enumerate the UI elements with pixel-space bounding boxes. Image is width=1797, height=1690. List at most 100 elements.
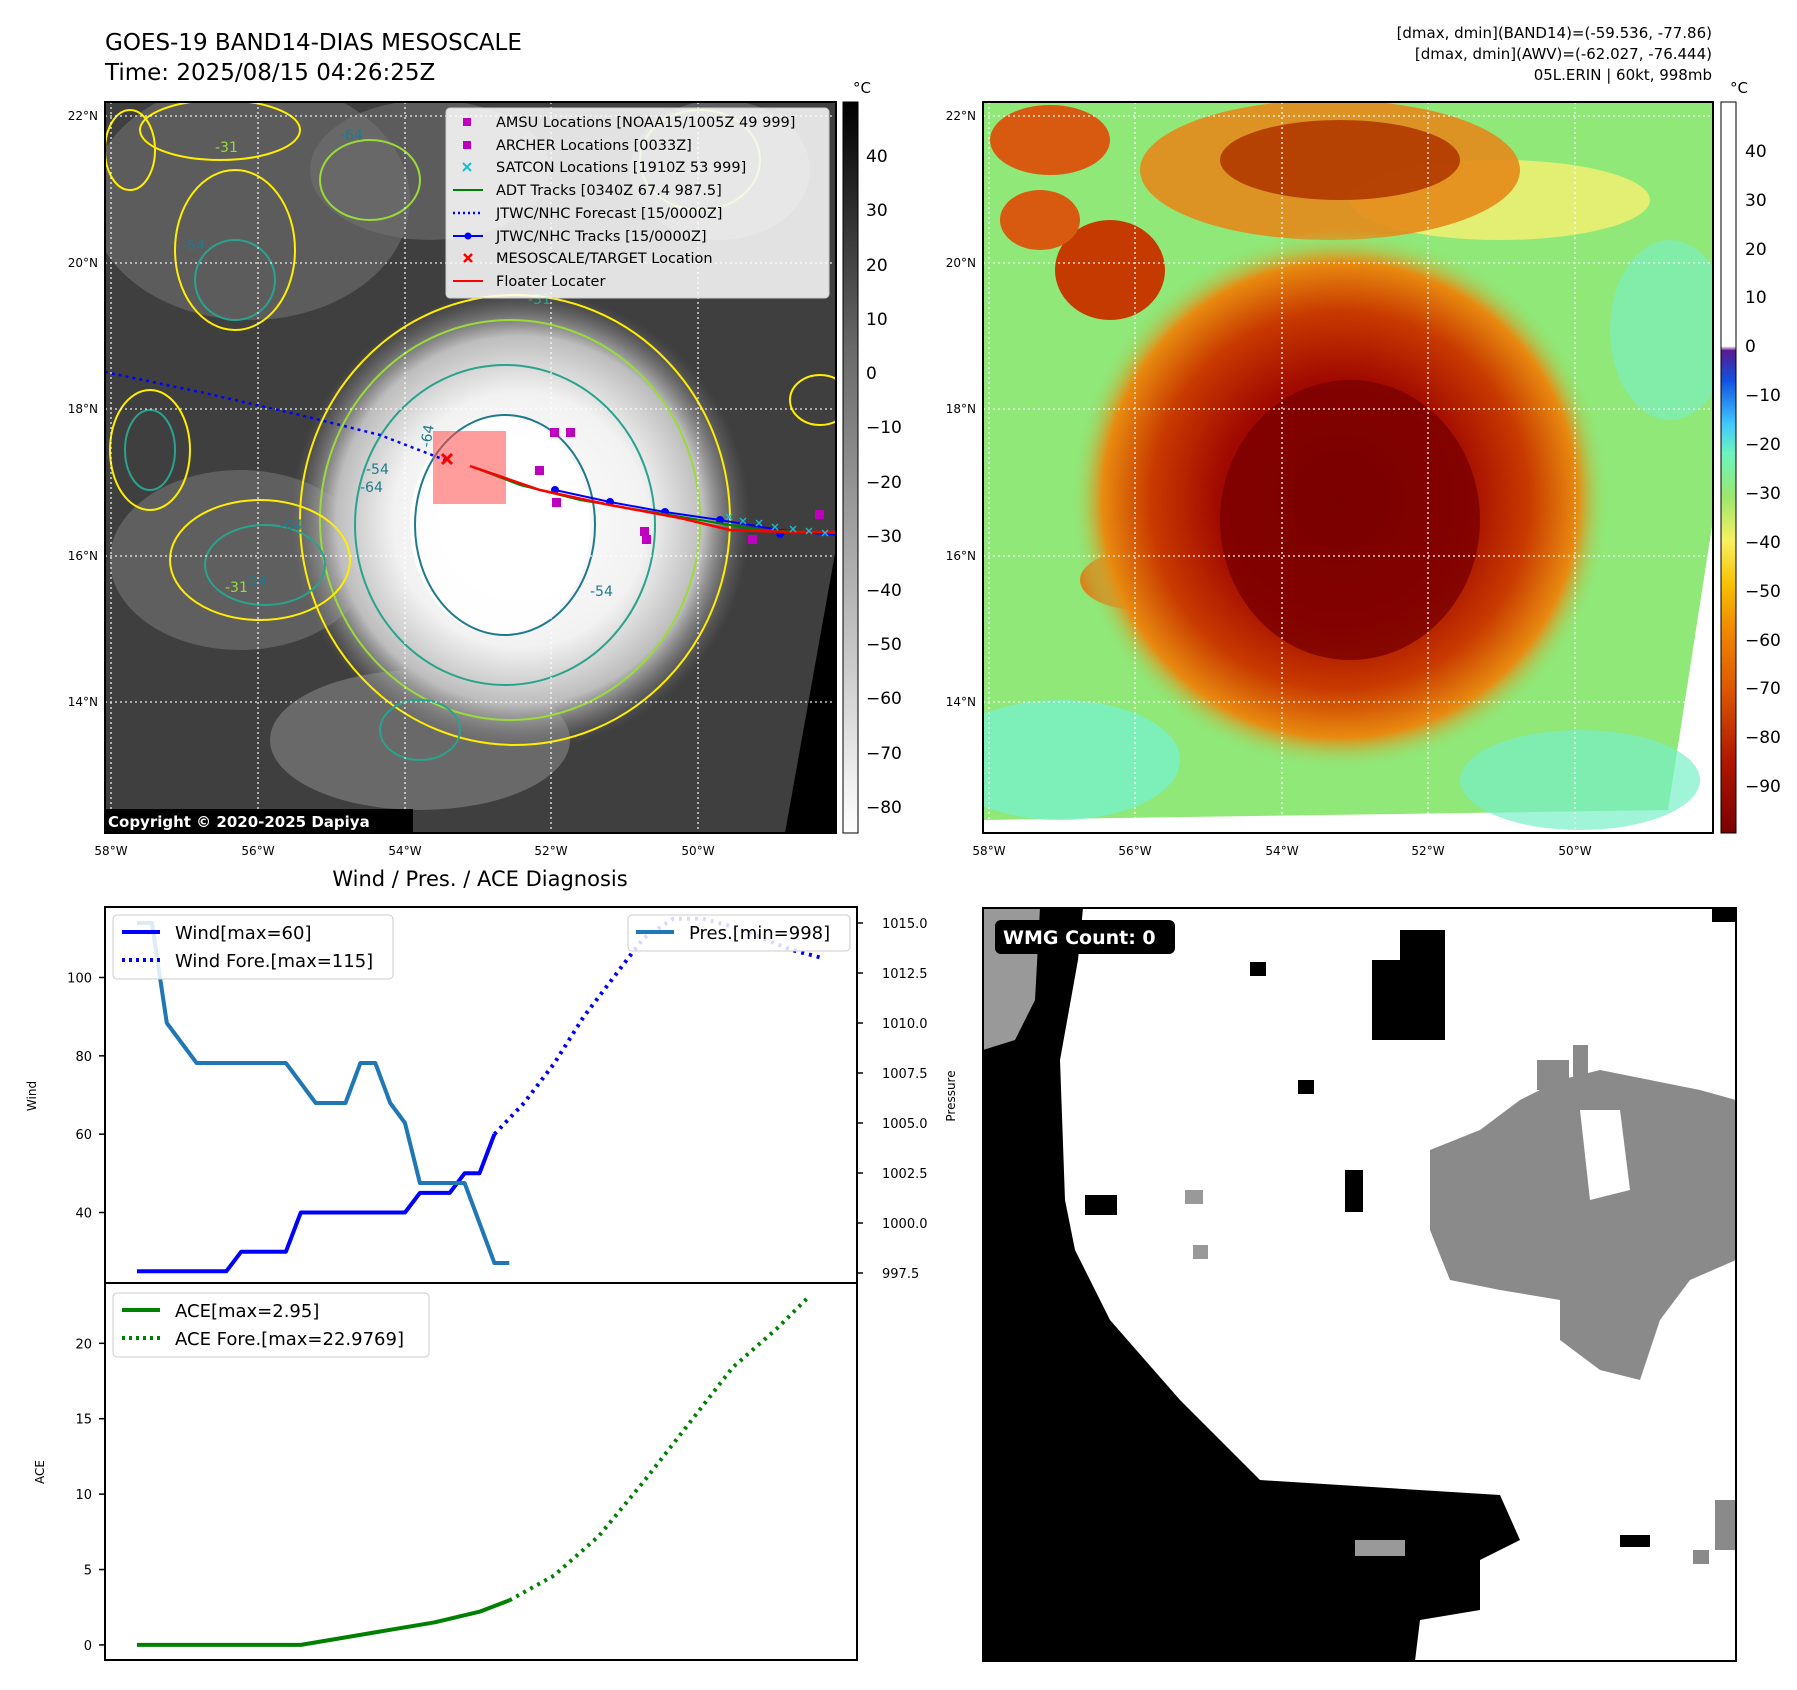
info-storm: 05L.ERIN | 60kt, 998mb: [1534, 66, 1712, 84]
ir-map-nodata: [785, 548, 836, 833]
legend-floater: Floater Locater: [496, 274, 605, 290]
colorbar-tick: −40: [866, 581, 902, 601]
contour-label: -64: [340, 128, 363, 144]
wmg-panel: WMG Count: 0: [982, 907, 1737, 1662]
colorbar-tick: −50: [866, 635, 902, 655]
wmg-count: WMG Count: 0: [1003, 927, 1156, 949]
colorbar-tick: 40: [1745, 142, 1767, 162]
legend-target: MESOSCALE/TARGET Location: [496, 251, 713, 267]
legend-pres: Pres.[min=998]: [689, 923, 830, 944]
legend-ace-fore: ACE Fore.[max=22.9769]: [175, 1329, 404, 1350]
pressure-tick-label: 1015.0: [882, 917, 928, 932]
colorbar-tick: −50: [1745, 582, 1781, 602]
series-line-ace: [137, 1598, 511, 1647]
legend-ace: ACE[max=2.95]: [175, 1301, 319, 1322]
pressure-axis-label: Pressure: [944, 1070, 958, 1121]
amsu-markers: [535, 428, 824, 544]
pressure-tick-label: 1005.0: [882, 1117, 928, 1132]
copyright-box: [105, 809, 413, 833]
wind-tick-label: 100: [67, 972, 92, 987]
contour-label: -54: [590, 584, 613, 600]
lon-tick: 52°W: [1411, 844, 1444, 858]
ir-colorbar-unit: °C: [853, 79, 871, 97]
map-legend: AMSU Locations [NOAA15/1005Z 49 999] ARC…: [445, 107, 830, 299]
lat-tick: 20°N: [946, 256, 976, 270]
ace-tick-label: 5: [84, 1564, 92, 1579]
colorbar-tick: 30: [866, 201, 888, 221]
contour-label: -31: [215, 140, 238, 156]
lon-tick: 56°W: [1118, 844, 1151, 858]
legend-satcon-icon: [462, 162, 472, 172]
lon-tick: 54°W: [388, 844, 421, 858]
legend-archer-icon: [463, 141, 471, 149]
ace-tick-label: 0: [84, 1639, 92, 1654]
colorbar-tick: −10: [1745, 386, 1781, 406]
pressure-tick-label: 1002.5: [882, 1167, 928, 1182]
ace-tick-label: 10: [75, 1488, 92, 1503]
wind-tick-label: 40: [75, 1207, 92, 1222]
contour-label: -64: [280, 518, 303, 534]
wind-legend: Wind[max=60] Wind Fore.[max=115]: [112, 914, 394, 980]
wmg-black-region: [983, 908, 1520, 1661]
contour-label: -54: [244, 574, 267, 590]
ir-map-ticks: 58°W 56°W 54°W 52°W 50°W 22°N 20°N 18°N …: [68, 109, 715, 858]
pressure-tick-label: 1010.0: [882, 1017, 928, 1032]
wind-tick-label: 60: [75, 1128, 92, 1143]
colorbar-tick: −90: [1745, 777, 1781, 797]
figure-title: GOES-19 BAND14-DIAS MESOSCALE: [105, 30, 522, 56]
pressure-tick-label: 997.5: [882, 1267, 919, 1282]
floater-box: [433, 431, 506, 504]
lon-tick: 54°W: [1265, 844, 1298, 858]
lon-tick: 52°W: [534, 844, 567, 858]
lon-tick: 58°W: [972, 844, 1005, 858]
series-line-ace-forecast: [508, 1296, 809, 1603]
lat-tick: 22°N: [946, 109, 976, 123]
legend-amsu: AMSU Locations [NOAA15/1005Z 49 999]: [496, 115, 795, 131]
colorbar-tick: −70: [866, 744, 902, 764]
legend-adt: ADT Tracks [0340Z 67.4 987.5]: [496, 183, 722, 199]
lon-tick: 50°W: [1558, 844, 1591, 858]
colorbar-tick: 10: [1745, 288, 1767, 308]
info-band14: [dmax, dmin](BAND14)=(-59.536, -77.86): [1397, 24, 1712, 42]
wmg-count-box: [995, 920, 1175, 954]
contour-label: -54: [182, 238, 205, 254]
info-awv: [dmax, dmin](AWV)=(-62.027, -76.444): [1415, 45, 1712, 63]
lat-tick: 22°N: [68, 109, 98, 123]
wmg-gray-region: [1430, 1070, 1736, 1380]
dias-map-ticks: 58°W 56°W 54°W 52°W 50°W 22°N 20°N 18°N …: [946, 109, 1592, 858]
colorbar-tick: −70: [1745, 679, 1781, 699]
copyright-text: Copyright © 2020-2025 Dapiya: [108, 813, 370, 831]
ir-colorbar: °C 40 30 20 10 0 −10 −20 −30 −40 −50 −60…: [842, 79, 902, 834]
satcon-markers: [725, 513, 829, 537]
lat-tick: 18°N: [68, 402, 98, 416]
target-location-marker: [440, 452, 454, 466]
legend-satcon: SATCON Locations [1910Z 53 999]: [496, 160, 746, 176]
pressure-tick-label: 1000.0: [882, 1217, 928, 1232]
lat-tick: 18°N: [946, 402, 976, 416]
colorbar-tick: −30: [866, 527, 902, 547]
lon-tick: 56°W: [241, 844, 274, 858]
colorbar-tick: −10: [866, 418, 902, 438]
lon-tick: 58°W: [94, 844, 127, 858]
legend-archer: ARCHER Locations [0033Z]: [496, 138, 692, 154]
contour-label: -31: [225, 580, 248, 596]
ace-legend: ACE[max=2.95] ACE Fore.[max=22.9769]: [112, 1292, 430, 1358]
wind-tick-label: 80: [75, 1050, 92, 1065]
colorbar-tick: 0: [866, 364, 877, 384]
colorbar-tick: 10: [866, 310, 888, 330]
colorbar-tick: −60: [1745, 631, 1781, 651]
colorbar-tick: −20: [1745, 435, 1781, 455]
series-line-pressure: [137, 921, 510, 1265]
dias-map-panel: [982, 101, 1714, 834]
colorbar-tick: −80: [866, 798, 902, 818]
pressure-tick-label: 1007.5: [882, 1067, 928, 1082]
dias-colorbar-unit: °C: [1730, 79, 1748, 97]
legend-amsu-icon: [463, 118, 471, 126]
colorbar-tick: −80: [1745, 728, 1781, 748]
colorbar-tick: −20: [866, 473, 902, 493]
ace-axis-label: ACE: [33, 1460, 47, 1484]
ace-tick-label: 15: [75, 1413, 92, 1428]
wind-axis-label: Wind: [25, 1081, 39, 1111]
lat-tick: 16°N: [946, 549, 976, 563]
legend-target-icon: [463, 253, 473, 263]
